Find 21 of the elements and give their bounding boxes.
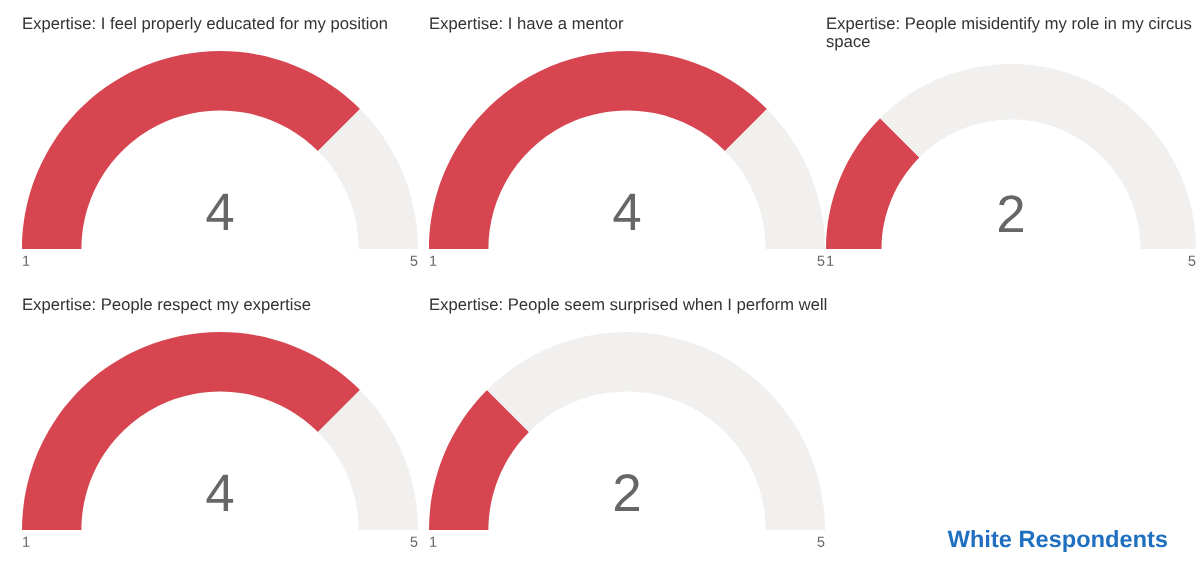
text: White Respondents (947, 529, 1168, 553)
text: 1 (430, 536, 437, 547)
text: 1 (430, 255, 437, 266)
chart-title: Expertise: I have a mentor (430, 17, 624, 33)
text: 5 (410, 255, 418, 266)
text: 4 (613, 193, 641, 230)
text: 5 (410, 536, 418, 547)
text: 5 (817, 536, 825, 547)
chart-title: Expertise: People misidentify my role in my circus space (826, 17, 1192, 51)
text: 1 (23, 255, 30, 266)
text: 5 (1188, 255, 1196, 266)
text: 4 (206, 474, 234, 511)
text: 4 (206, 193, 234, 230)
chart-title: Expertise: People respect my expertise (23, 298, 311, 314)
chart-title: Expertise: People seem surprised when I perform well (430, 298, 827, 314)
text: 5 (817, 255, 825, 266)
text: 1 (827, 255, 834, 266)
text: 2 (998, 195, 1024, 233)
text: 1 (23, 536, 30, 547)
chart-title: Expertise: I feel properly educated for my position (23, 17, 387, 33)
text: 2 (614, 474, 640, 511)
